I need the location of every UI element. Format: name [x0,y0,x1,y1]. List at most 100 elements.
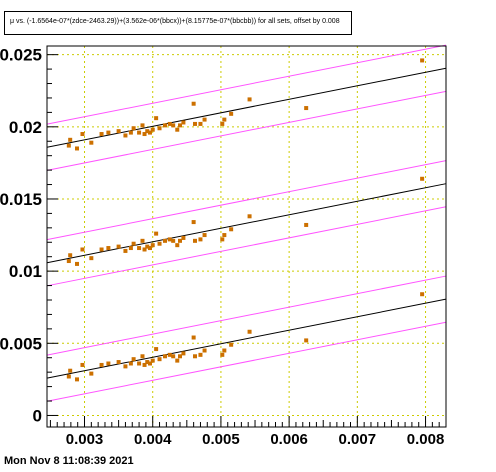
data-point [123,364,128,369]
data-point [142,132,147,137]
data-point [420,292,425,297]
confidence-bands [46,44,447,402]
data-point [178,354,182,359]
axis-ticks [47,54,447,427]
data-point [123,248,128,253]
data-point [181,351,186,356]
data-point [247,214,252,219]
data-point [137,130,142,135]
data-point [178,123,182,128]
data-point [128,361,133,366]
data-point [157,357,162,362]
y-tick-label: 0 [33,406,42,425]
data-point [150,243,155,248]
data-point [116,360,121,365]
data-point [420,176,425,181]
data-point [80,247,85,252]
data-point [137,361,142,366]
data-point [140,238,145,243]
band-line [46,44,447,125]
data-point [247,329,252,334]
data-point [191,101,196,106]
data-point [99,362,104,367]
data-point [304,222,309,227]
data-point [198,121,203,126]
data-point [171,123,176,128]
data-point [89,256,94,261]
data-point [150,127,155,132]
data-point [75,261,80,266]
data-points [66,58,425,382]
data-point [150,358,155,363]
chart-title: μ vs. (-1.6564e-07*(zdce-2463.29))+(3.56… [10,18,340,25]
data-point [193,121,198,126]
data-point [145,360,150,365]
data-point [171,238,176,243]
data-point [162,123,167,128]
data-point [128,246,133,251]
x-tick-label: 0.003 [66,431,104,448]
data-point [198,352,203,357]
data-point [106,130,111,135]
data-point [68,137,73,142]
fit-line [46,298,447,379]
data-point [131,241,136,246]
data-point [229,227,234,232]
data-point [304,106,309,111]
data-point [80,132,85,137]
data-point [128,130,133,135]
data-point [229,342,234,347]
data-point [157,241,162,246]
band-line [46,321,447,402]
data-point [181,120,186,125]
data-point [247,97,252,102]
data-point [89,140,94,145]
data-point [140,123,145,128]
data-point [162,354,167,359]
data-point [229,111,234,116]
data-point [142,362,147,367]
data-point [68,253,73,258]
fit-line [46,183,447,264]
data-point [167,121,172,126]
band-line [46,160,447,241]
data-point [220,352,225,357]
data-point [75,377,80,382]
plot-frame [46,45,447,428]
y-tick-label: 0.025 [0,46,42,65]
data-point [167,352,172,357]
data-point [167,237,172,242]
x-tick-label: 0.004 [134,431,172,448]
data-point [191,335,196,340]
data-point [171,354,176,359]
x-tick-label: 0.007 [339,431,377,448]
data-point [80,362,85,367]
data-point [202,117,207,122]
data-point [66,374,71,379]
data-point [123,133,128,138]
data-point [193,354,198,359]
data-point [220,121,225,126]
data-point [137,246,142,251]
data-point [147,361,152,366]
data-point [202,348,207,353]
data-point [162,238,167,243]
data-point [106,361,111,366]
data-point [116,244,121,249]
tick-labels: 0.003 0.004 0.005 0.006 0.007 0.008 0 0.005 0.01… [0,46,444,448]
x-tick-label: 0.008 [407,431,445,448]
timestamp-footer: Mon Nov 8 11:08:39 2021 [4,455,134,467]
data-point [178,238,182,243]
data-point [66,143,71,148]
data-point [66,259,71,264]
data-point [131,357,136,362]
fit-lines [46,67,447,379]
grid-lines [47,46,446,427]
data-point [89,371,94,376]
band-line [46,275,447,356]
data-point [175,358,180,363]
band-line [46,90,447,171]
data-point [154,116,159,121]
data-point [145,129,150,134]
